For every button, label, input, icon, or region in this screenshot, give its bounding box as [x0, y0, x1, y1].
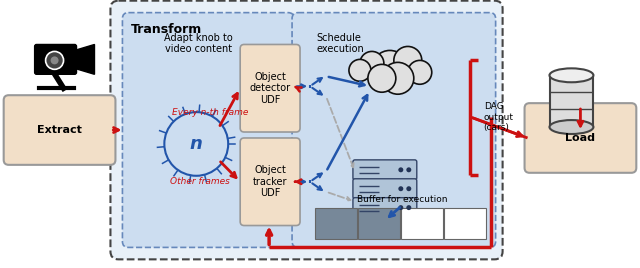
FancyBboxPatch shape — [292, 13, 495, 247]
Bar — [315, 208, 357, 239]
Bar — [550, 75, 593, 127]
Text: Load: Load — [565, 133, 595, 143]
Text: Buffer for execution: Buffer for execution — [356, 195, 447, 204]
Text: Object
tracker
UDF: Object tracker UDF — [253, 165, 287, 198]
Text: Schedule
execution: Schedule execution — [316, 32, 364, 54]
FancyBboxPatch shape — [240, 138, 300, 226]
Circle shape — [406, 167, 412, 172]
Circle shape — [408, 60, 432, 84]
FancyBboxPatch shape — [353, 198, 417, 218]
Circle shape — [349, 59, 371, 81]
FancyBboxPatch shape — [111, 1, 502, 259]
Text: n: n — [190, 135, 203, 153]
Circle shape — [45, 51, 63, 69]
FancyBboxPatch shape — [353, 160, 417, 180]
FancyBboxPatch shape — [122, 13, 294, 247]
Circle shape — [382, 62, 414, 94]
FancyBboxPatch shape — [4, 95, 115, 165]
Circle shape — [360, 51, 384, 75]
Text: Object
detector
UDF: Object detector UDF — [250, 72, 291, 105]
Bar — [444, 208, 486, 239]
Text: Every n-th frame: Every n-th frame — [172, 108, 248, 117]
Text: Other frames: Other frames — [170, 177, 230, 186]
Circle shape — [398, 167, 403, 172]
Circle shape — [406, 186, 412, 191]
Bar — [358, 208, 400, 239]
FancyBboxPatch shape — [353, 179, 417, 199]
Ellipse shape — [550, 120, 593, 134]
Circle shape — [164, 112, 228, 176]
Ellipse shape — [550, 68, 593, 82]
FancyBboxPatch shape — [240, 44, 300, 132]
Circle shape — [398, 205, 403, 210]
Circle shape — [398, 186, 403, 191]
Text: Extract: Extract — [37, 125, 82, 135]
Polygon shape — [74, 44, 95, 74]
FancyBboxPatch shape — [525, 103, 636, 173]
Text: Adapt knob to
video content: Adapt knob to video content — [164, 32, 232, 54]
Circle shape — [51, 56, 59, 64]
Text: Transform: Transform — [131, 23, 202, 36]
Circle shape — [372, 50, 408, 86]
Bar — [401, 208, 443, 239]
Circle shape — [406, 205, 412, 210]
Circle shape — [394, 46, 422, 74]
Text: DAG
output
(cars): DAG output (cars) — [484, 102, 514, 132]
FancyBboxPatch shape — [35, 44, 77, 74]
Circle shape — [368, 64, 396, 92]
